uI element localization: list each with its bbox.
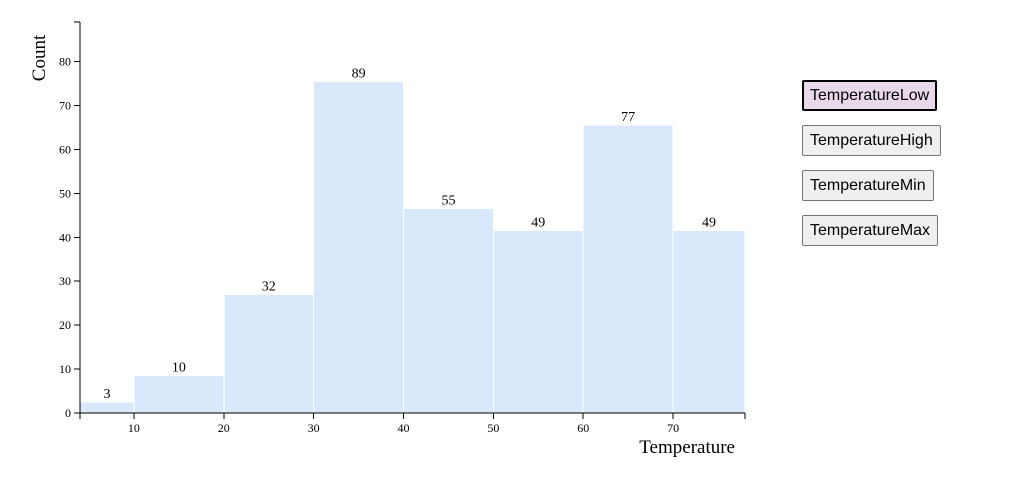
- bar-label-6: 77: [621, 110, 635, 125]
- y-tick-label-60: 60: [59, 142, 71, 156]
- bar-5: [492, 230, 584, 414]
- y-tick-label-20: 20: [59, 318, 71, 332]
- bar-4: [403, 208, 494, 414]
- y-axis: 0 10 20 30 40 50 60 70 80: [59, 21, 81, 420]
- bar-0: [79, 401, 135, 414]
- y-tick-label-10: 10: [59, 362, 71, 376]
- bar-7: [672, 230, 746, 414]
- x-axis: 10 20 30 40 50 60 70: [79, 412, 746, 435]
- temperature-max-button[interactable]: TemperatureMax: [802, 215, 939, 246]
- y-tick-label-0: 0: [65, 406, 71, 420]
- bar-label-7: 49: [702, 216, 716, 231]
- y-axis-title: Count: [29, 34, 50, 81]
- y-tick-label-50: 50: [59, 186, 71, 200]
- bar-label-0: 3: [103, 387, 110, 402]
- bar-label-3: 89: [352, 66, 366, 81]
- bar-label-2: 32: [262, 279, 276, 294]
- bar-label-4: 55: [441, 194, 455, 209]
- temperature-min-button[interactable]: TemperatureMin: [802, 170, 934, 201]
- bar-2: [223, 293, 315, 414]
- y-tick-label-70: 70: [59, 98, 71, 112]
- temperature-high-button[interactable]: TemperatureHigh: [802, 125, 941, 156]
- bar-6: [582, 124, 674, 414]
- bar-label-1: 10: [172, 361, 186, 376]
- bars-group: [79, 80, 746, 414]
- x-tick-label-70: 70: [667, 421, 679, 435]
- histogram-chart: 3 10 32 89 55 49 77 49 0 10 20 30 40 50 60 70 80 10 20 30…: [29, 21, 746, 458]
- x-tick-label-20: 20: [218, 421, 230, 435]
- bar-3: [313, 80, 405, 414]
- bar-1: [133, 375, 225, 414]
- x-tick-label-30: 30: [308, 421, 320, 435]
- y-tick-label-30: 30: [59, 274, 71, 288]
- x-tick-label-60: 60: [577, 421, 589, 435]
- y-tick-label-80: 80: [59, 55, 71, 69]
- x-tick-label-50: 50: [487, 421, 499, 435]
- x-axis-title: Temperature: [639, 437, 735, 458]
- y-tick-label-40: 40: [59, 230, 71, 244]
- series-selector: TemperatureLow TemperatureHigh Temperatu…: [802, 80, 941, 260]
- x-tick-label-40: 40: [398, 421, 410, 435]
- bar-label-5: 49: [531, 216, 545, 231]
- temperature-low-button[interactable]: TemperatureLow: [802, 80, 938, 111]
- bar-labels-group: 3 10 32 89 55 49 77 49: [103, 66, 716, 402]
- x-tick-label-10: 10: [128, 421, 140, 435]
